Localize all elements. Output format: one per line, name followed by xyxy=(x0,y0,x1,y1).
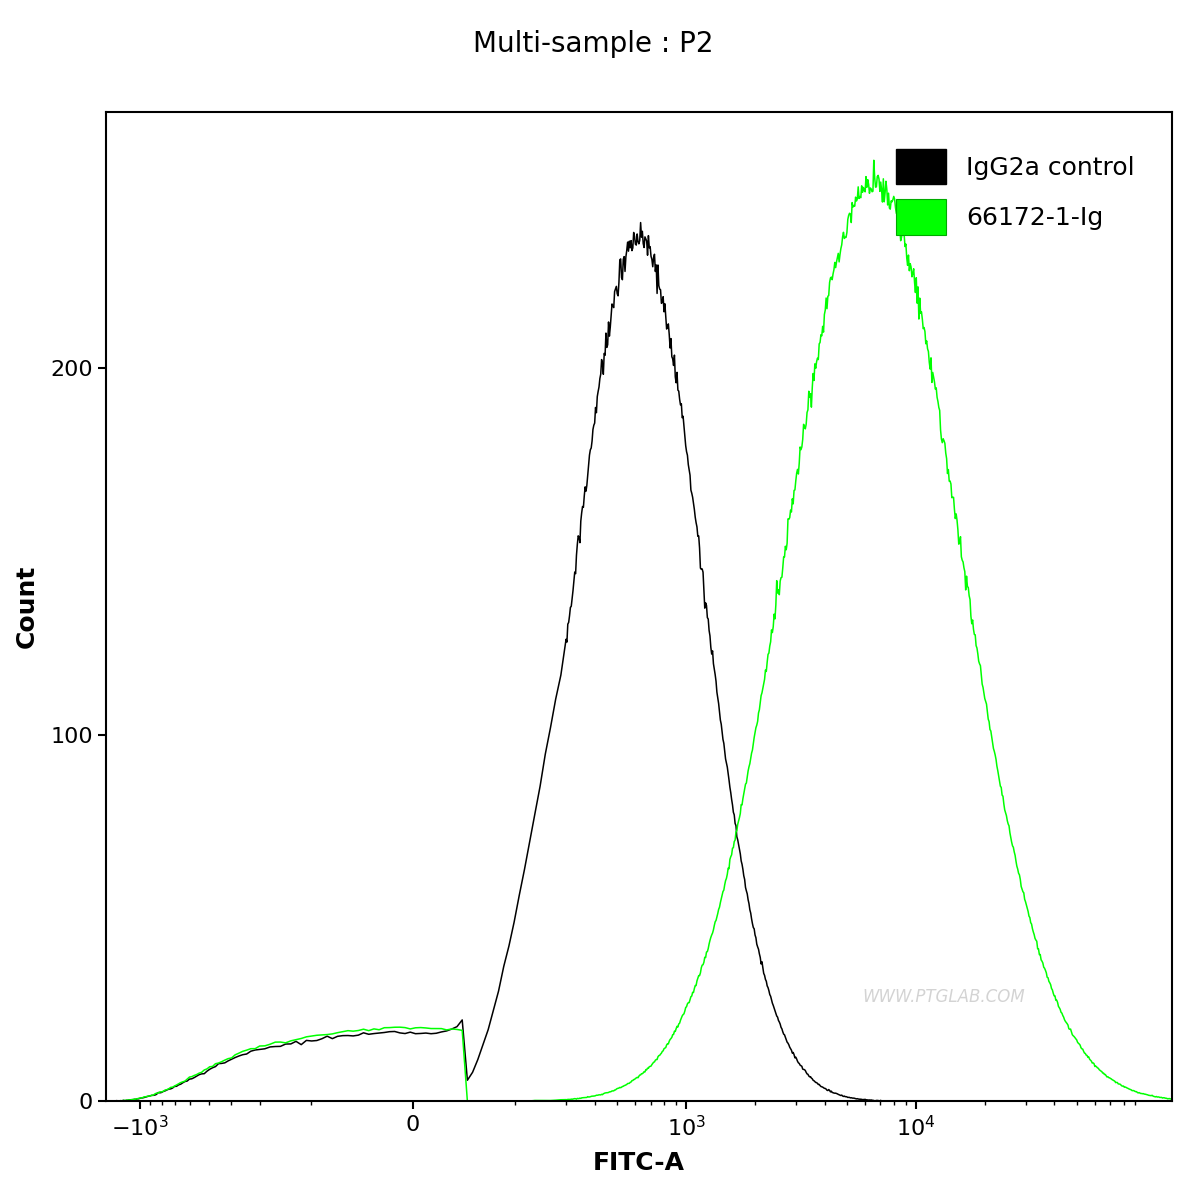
X-axis label: FITC-A: FITC-A xyxy=(594,1151,685,1175)
Text: Multi-sample : P2: Multi-sample : P2 xyxy=(474,30,713,58)
Y-axis label: Count: Count xyxy=(15,565,39,649)
Legend: IgG2a control, 66172-1-Ig: IgG2a control, 66172-1-Ig xyxy=(871,124,1160,259)
Text: WWW.PTGLAB.COM: WWW.PTGLAB.COM xyxy=(863,989,1026,1007)
